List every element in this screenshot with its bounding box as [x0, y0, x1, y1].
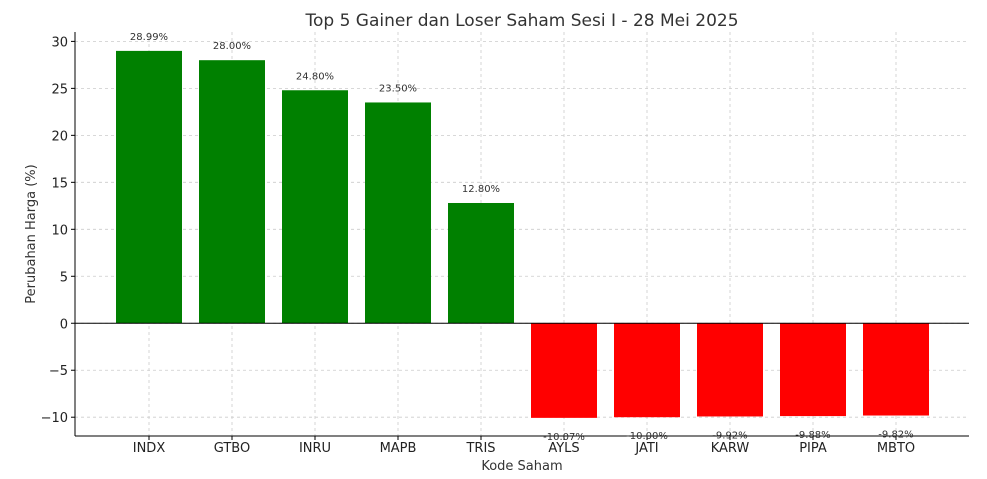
- axes: −10 −5 0 5 10 15 20 25 30 INDX GTBO INRU MAPB TRIS AYL…: [41, 32, 969, 456]
- x-tick-label-indx: INDX: [133, 441, 166, 456]
- data-label-mapb: 23.50%: [379, 83, 417, 94]
- bar-ayls: [531, 323, 597, 418]
- data-label-indx: 28.99%: [130, 32, 168, 43]
- data-label-pipa: -9.88%: [795, 430, 830, 441]
- x-tick-label-karw: KARW: [711, 441, 750, 456]
- bar-mapb: [365, 102, 431, 324]
- bars: [116, 50, 929, 418]
- data-label-jati: -10.00%: [626, 431, 668, 442]
- x-tick-label-gtbo: GTBO: [214, 441, 250, 456]
- x-tick-label-mbto: MBTO: [877, 441, 915, 456]
- data-label-mbto: -9.82%: [878, 430, 913, 441]
- y-tick-label: 15: [51, 176, 68, 191]
- x-tick-label-pipa: PIPA: [799, 441, 827, 456]
- bar-gtbo: [199, 60, 265, 324]
- y-tick-label: 25: [51, 82, 68, 97]
- bar-karw: [697, 323, 763, 417]
- y-tick-label: 5: [60, 270, 68, 285]
- y-axis-label: Perubahan Harga (%): [24, 164, 39, 303]
- bar-jati: [614, 323, 680, 418]
- bar-inru: [282, 90, 348, 324]
- bar-indx: [116, 50, 182, 324]
- chart-title: Top 5 Gainer dan Loser Saham Sesi I - 28…: [304, 11, 738, 31]
- x-tick-label-tris: TRIS: [465, 441, 495, 456]
- y-tick-label: −10: [41, 411, 68, 426]
- bar-pipa: [780, 323, 846, 417]
- y-tick-label: 10: [51, 223, 68, 238]
- bar-mbto: [863, 323, 929, 416]
- data-labels: 28.99% 28.00% 24.80% 23.50% 12.80% -10.07% -10…: [130, 32, 914, 443]
- data-label-karw: -9.92%: [712, 430, 747, 441]
- y-tick-label: 20: [51, 129, 68, 144]
- data-label-gtbo: 28.00%: [213, 41, 251, 52]
- data-label-ayls: -10.07%: [543, 432, 585, 443]
- y-tick-label: 30: [51, 35, 68, 50]
- x-tick-label-mapb: MAPB: [380, 441, 417, 456]
- y-tick-label: −5: [49, 364, 68, 379]
- x-tick-label-ayls: AYLS: [548, 441, 579, 456]
- x-tick-label-inru: INRU: [299, 441, 331, 456]
- bar-tris: [448, 202, 514, 324]
- data-label-inru: 24.80%: [296, 71, 334, 82]
- x-axis-label: Kode Saham: [481, 459, 562, 474]
- y-tick-label: 0: [60, 317, 68, 332]
- x-tick-label-jati: JATI: [634, 441, 658, 456]
- data-label-tris: 12.80%: [462, 184, 500, 195]
